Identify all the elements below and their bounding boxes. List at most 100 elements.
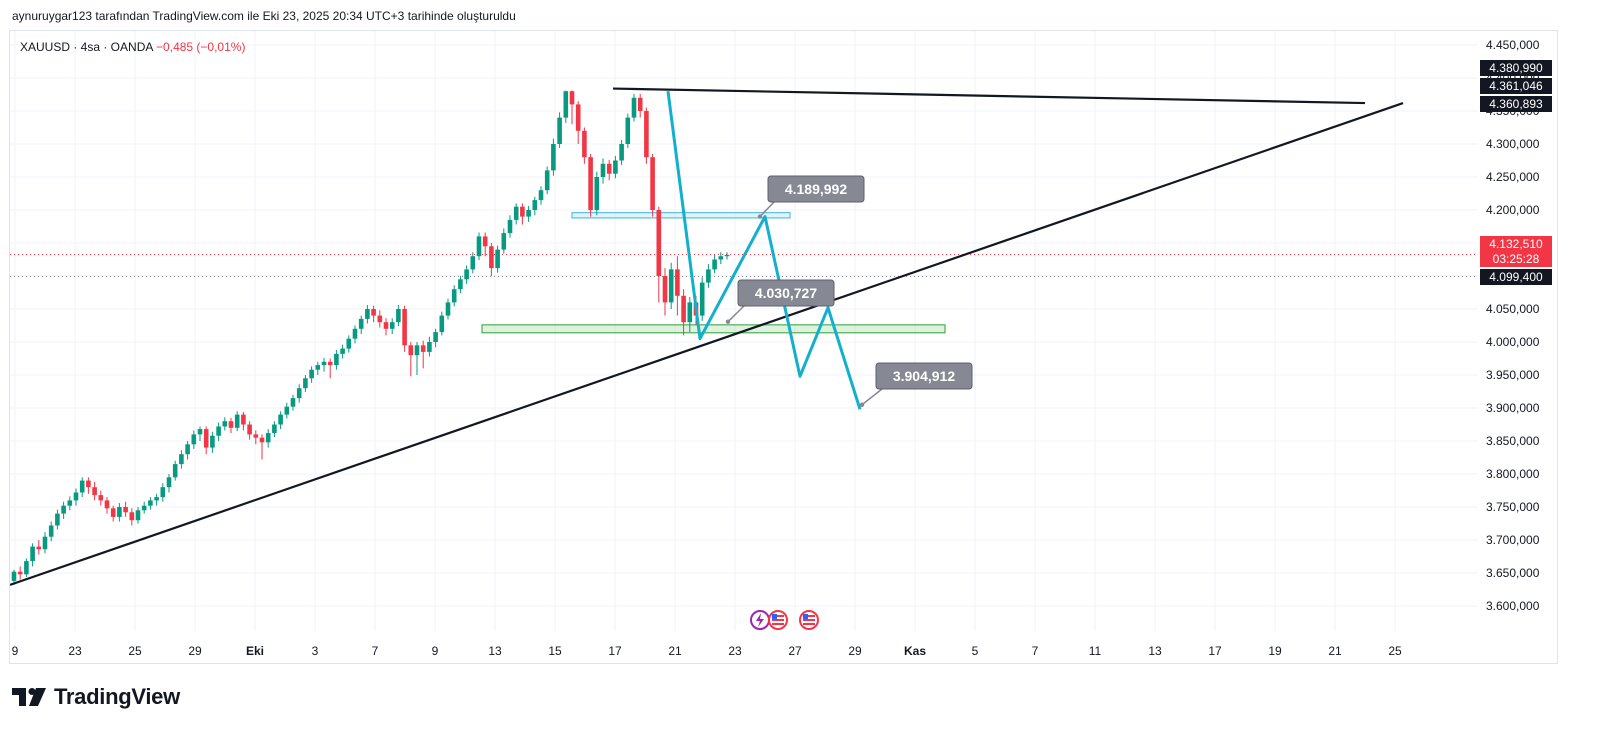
x-tick-label: 29 xyxy=(848,644,862,658)
candle-body xyxy=(656,210,662,276)
candle-body xyxy=(216,426,221,436)
candle xyxy=(718,252,724,265)
y-tick-label: 4.450,000 xyxy=(1486,38,1540,52)
candle-body xyxy=(377,315,383,323)
price-tag-label: 4.380,990 xyxy=(1489,61,1543,75)
projection-path xyxy=(666,91,862,410)
candle-body xyxy=(284,406,290,415)
candle xyxy=(644,107,649,164)
candle xyxy=(439,311,445,336)
y-tick-label: 3.600,000 xyxy=(1486,599,1540,613)
candle xyxy=(24,558,29,577)
candle-body xyxy=(259,437,265,443)
candle xyxy=(575,101,581,144)
price-tag-label: 4.361,046 xyxy=(1489,79,1543,93)
candle xyxy=(445,298,451,320)
tradingview-logo[interactable]: TradingView xyxy=(12,684,180,710)
candle-body xyxy=(321,361,327,366)
candle-body xyxy=(594,177,600,210)
candle-body xyxy=(315,365,321,370)
candle-body xyxy=(42,536,48,550)
y-tick-label: 3.950,000 xyxy=(1486,368,1540,382)
candle-body xyxy=(445,302,451,316)
candle xyxy=(414,342,420,375)
candle-body xyxy=(172,464,178,478)
candle xyxy=(284,402,290,419)
flag-canton xyxy=(803,614,808,619)
candle xyxy=(290,394,296,411)
candle-body xyxy=(551,144,556,171)
candle xyxy=(706,264,711,288)
candle-body xyxy=(600,163,606,177)
candle xyxy=(241,411,246,431)
candle-body xyxy=(482,236,488,247)
callout-label: 4.030,727 xyxy=(755,285,817,301)
candle xyxy=(699,277,705,321)
callout-3: 3.904,912 xyxy=(859,362,973,407)
grid xyxy=(10,31,1478,631)
candle xyxy=(668,262,674,309)
y-tick-label: 3.650,000 xyxy=(1486,566,1540,580)
candle xyxy=(259,434,265,460)
candle-body xyxy=(476,236,482,257)
candle xyxy=(687,297,693,333)
price-tag: 4.380,990 xyxy=(1480,60,1552,76)
x-tick-label: 23 xyxy=(728,644,742,658)
candle xyxy=(600,158,606,184)
candle xyxy=(191,430,197,449)
candle xyxy=(154,493,159,506)
candle-body xyxy=(358,318,364,329)
candle xyxy=(48,521,54,542)
candle xyxy=(117,503,122,522)
price-tag: 4.361,046 xyxy=(1480,78,1552,94)
ascending-trendline xyxy=(10,102,1404,586)
candle-body xyxy=(563,91,569,118)
candle xyxy=(30,543,35,567)
support-zone xyxy=(481,324,946,334)
candle-body xyxy=(104,500,110,509)
candle-body xyxy=(408,345,414,356)
callout-box xyxy=(875,362,973,390)
candle-body xyxy=(334,353,339,366)
candle-body xyxy=(141,505,147,511)
x-tick-label: 7 xyxy=(372,644,379,658)
candle xyxy=(532,196,538,216)
candle xyxy=(123,501,128,517)
candle-body xyxy=(86,480,91,488)
candle xyxy=(110,505,116,522)
x-tick-label: 13 xyxy=(488,644,502,658)
x-tick-label: 17 xyxy=(608,644,622,658)
candle xyxy=(507,215,513,238)
candle-body xyxy=(662,276,668,303)
candle-body xyxy=(507,219,513,234)
candle-body xyxy=(247,424,252,435)
candle xyxy=(185,441,190,460)
candle xyxy=(637,93,643,118)
candle xyxy=(681,289,686,336)
candle-body xyxy=(588,157,593,210)
candle-body xyxy=(520,206,525,217)
candle xyxy=(265,429,271,448)
candle-body xyxy=(67,500,73,506)
candle xyxy=(104,497,110,514)
candle xyxy=(650,153,655,217)
candle-body xyxy=(185,444,190,455)
candle-body xyxy=(538,190,544,201)
price-tag-bg xyxy=(1480,251,1552,267)
symbol-name: XAUUSD · 4sa · OANDA xyxy=(20,40,153,54)
candle-body xyxy=(309,369,314,379)
candle-body xyxy=(340,348,345,354)
price-tag-label: 03:25:28 xyxy=(1493,252,1540,266)
candle xyxy=(98,490,104,506)
chart-frame[interactable]: 4.189,992 4.030,727 3.904,912 4.450,0004.4… xyxy=(9,30,1558,664)
candle xyxy=(166,474,172,493)
candle xyxy=(389,318,395,335)
price-tag-bg xyxy=(1480,78,1552,94)
candle-body xyxy=(303,378,308,389)
candle-body xyxy=(718,256,724,260)
y-tick-label: 3.900,000 xyxy=(1486,401,1540,415)
candle xyxy=(141,501,147,514)
y-tick-label: 3.700,000 xyxy=(1486,533,1540,547)
price-chart[interactable]: 4.189,992 4.030,727 3.904,912 4.450,0004.4… xyxy=(10,31,1559,665)
candle xyxy=(36,540,42,555)
